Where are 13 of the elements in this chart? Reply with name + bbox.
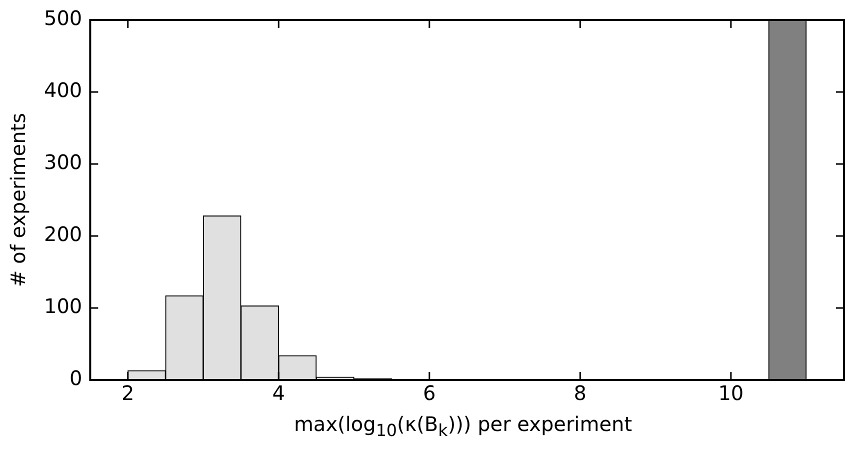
- x-tick-label: 6: [423, 381, 436, 406]
- x-axis-title: max(log$_{10}$(κ(B$_{k}$))) per experiment: [292, 412, 634, 440]
- y-axis-title: # of experiments: [6, 112, 30, 288]
- x-tick-label: 10: [718, 381, 744, 406]
- y-tick-label: 0: [69, 366, 82, 390]
- y-tick-label: 200: [44, 222, 82, 246]
- y-tick-label: 300: [44, 150, 82, 174]
- y-tick-label: 100: [44, 294, 82, 318]
- x-tick-label: 2: [122, 381, 134, 406]
- y-tick-label: 400: [44, 78, 82, 102]
- x-tick-label: 8: [574, 381, 587, 406]
- x-tick-label: 4: [272, 381, 285, 406]
- y-tick-label: 500: [44, 6, 82, 30]
